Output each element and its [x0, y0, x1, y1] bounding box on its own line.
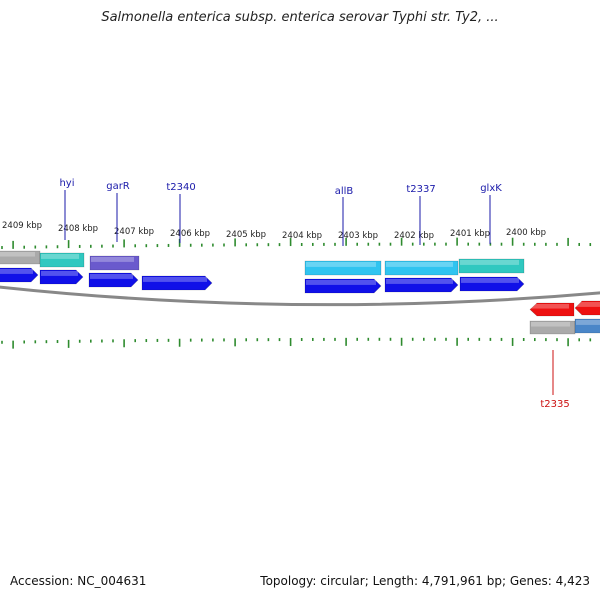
- gene-allB: [304, 260, 382, 276]
- gene-blue-6-shine: [386, 279, 453, 284]
- gene-steel-lower-shine: [576, 320, 600, 325]
- gene-grey-lower: [529, 320, 576, 335]
- scale-label: 2407 kbp: [114, 227, 154, 237]
- gene-garR: [89, 255, 140, 271]
- gene-glxK-shine: [460, 260, 519, 265]
- gene-hyi: [39, 252, 85, 268]
- gene-t2340-shine: [143, 277, 207, 282]
- gene-label: garR: [106, 181, 130, 192]
- separator-2: ;: [501, 574, 507, 588]
- gene-t2340: [141, 275, 213, 291]
- topology-value: circular: [320, 574, 365, 588]
- gene-grey-upper-shine: [0, 252, 35, 257]
- genome-backbone: [0, 285, 600, 307]
- scale-labels: 2409 kbp 2408 kbp 2407 kbp 2406 kbp 2405 kbp…: [2, 221, 546, 241]
- gene-blue-7-shine: [461, 278, 519, 283]
- scale-label: 2408 kbp: [58, 224, 98, 234]
- gene-allB-shine: [306, 262, 376, 267]
- gene-label: t2337: [406, 184, 435, 195]
- accession-label: Accession:: [10, 574, 74, 588]
- gene-blue-1-shine: [0, 269, 33, 274]
- gene-blue-2-shine: [41, 271, 78, 276]
- scale-label: 2402 kbp: [394, 231, 434, 241]
- gene-blue-3: [88, 272, 139, 288]
- gene-blue-1: [0, 267, 39, 283]
- map-title: Salmonella enterica subsp. enterica sero…: [101, 10, 499, 25]
- gene-t2335-shine: [531, 304, 569, 309]
- gene-garR-shine: [91, 257, 134, 262]
- length-label: Length:: [372, 574, 419, 588]
- topology-label: Topology:: [260, 574, 317, 588]
- gene-red-2: [574, 300, 600, 316]
- gene-t2337-shine: [386, 262, 453, 267]
- gene-blue-7: [459, 276, 525, 292]
- gene-label: t2335: [540, 399, 569, 410]
- accession-value: NC_004631: [77, 574, 147, 588]
- gene-label: hyi: [59, 178, 74, 189]
- gene-label: allB: [335, 186, 354, 197]
- gene-label: t2340: [166, 182, 195, 193]
- scale-label: 2405 kbp: [226, 230, 266, 240]
- inner-tick-ring: [1, 337, 592, 349]
- gene-steel-lower: [574, 318, 600, 334]
- gene-blue-6: [384, 277, 459, 293]
- length-value: 4,791,961 bp: [421, 574, 502, 588]
- gene-blue-5-shine: [306, 280, 376, 285]
- gene-t2335: [529, 302, 575, 317]
- gene-grey-lower-shine: [531, 322, 570, 327]
- outer-tick-ring: [1, 237, 592, 250]
- accession-info: Accession: NC_004631: [10, 574, 146, 588]
- gene-hyi-shine: [41, 254, 79, 259]
- genes-label: Genes:: [509, 574, 552, 588]
- gene-blue-5: [304, 278, 382, 294]
- genes-value: 4,423: [555, 574, 590, 588]
- scale-label: 2400 kbp: [506, 228, 546, 238]
- gene-blue-3-shine: [90, 274, 133, 279]
- gene-features: [0, 250, 600, 335]
- gene-blue-2: [39, 269, 84, 285]
- scale-label: 2409 kbp: [2, 221, 42, 231]
- scale-label: 2404 kbp: [282, 231, 322, 241]
- gene-glxK: [458, 258, 525, 274]
- scale-label: 2403 kbp: [338, 231, 378, 241]
- scale-label: 2406 kbp: [170, 229, 210, 239]
- gene-red-2-shine: [576, 302, 600, 307]
- gene-label: glxK: [480, 183, 502, 194]
- genome-stats: Topology: circular; Length: 4,791,961 bp…: [260, 574, 590, 588]
- separator-1: ;: [364, 574, 369, 588]
- gene-labels: hyi garR t2340 allB t2337 glxK t2335: [59, 178, 569, 410]
- scale-label: 2401 kbp: [450, 229, 490, 239]
- gene-t2337: [384, 260, 459, 276]
